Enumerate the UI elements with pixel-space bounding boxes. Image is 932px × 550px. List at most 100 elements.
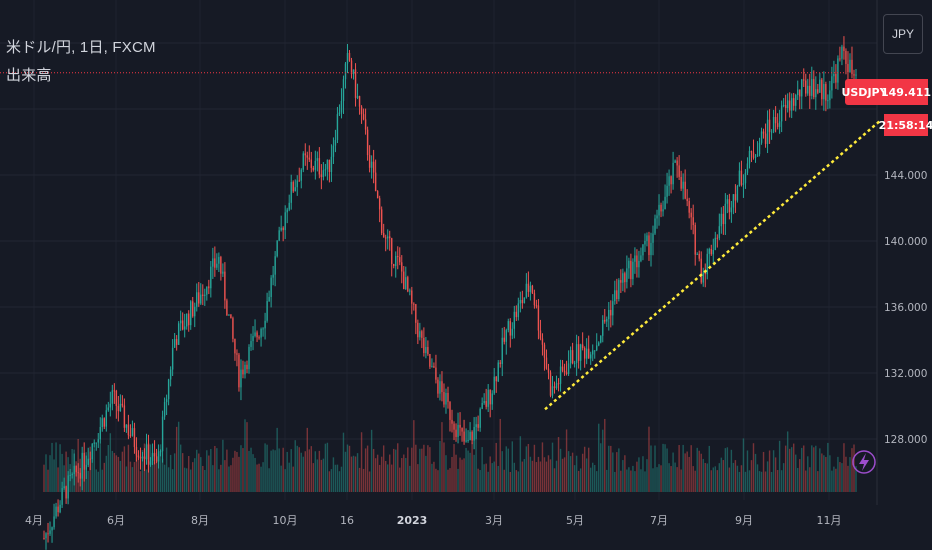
candle-body (790, 98, 793, 111)
volume-bar (95, 469, 97, 492)
candle-body (489, 389, 491, 405)
symbol-badge: USDJPY (841, 79, 888, 105)
price-tick-label: 136.000 (884, 302, 927, 314)
volume-indicator-label[interactable]: 出来高 (6, 67, 52, 84)
volume-bar (125, 466, 128, 492)
candle-body (776, 123, 779, 127)
candle-body (780, 105, 783, 122)
volume-bar (222, 439, 224, 492)
volume-bar (487, 471, 489, 492)
volume-bar (274, 450, 276, 492)
candle-body (389, 236, 391, 239)
candle-body (57, 506, 59, 513)
volume-bar (51, 442, 53, 492)
candle-body (149, 461, 152, 465)
volume-bar (296, 445, 298, 492)
candle-body (533, 293, 536, 306)
candle-body (173, 339, 176, 348)
volume-bar (137, 460, 140, 492)
candle-body (610, 309, 612, 316)
candle-body (672, 162, 674, 185)
candle-body (177, 323, 180, 345)
candle-body (656, 215, 658, 219)
candle-body (594, 350, 596, 352)
candle-body (640, 255, 642, 261)
volume-bar (547, 455, 550, 492)
candle-body (73, 465, 75, 475)
candle-body (95, 442, 97, 444)
volume-bar (754, 453, 757, 492)
volume-bar (135, 455, 138, 492)
volume-bar (300, 452, 302, 492)
price-axis[interactable]: 128.000 132.000 136.000 140.000 144.000 (884, 170, 927, 446)
candle-body (632, 261, 634, 280)
time-tick-label: 10月 (273, 514, 298, 527)
volume-bar (55, 442, 57, 492)
volume-bar (226, 449, 228, 492)
volume-bar (600, 443, 602, 492)
volume-bar (97, 471, 99, 492)
volume-bar (696, 447, 698, 492)
volume-bar (579, 468, 582, 492)
volume-bar (772, 450, 775, 492)
volume-bar (716, 470, 719, 492)
candle-body (179, 320, 182, 324)
candle-body (204, 294, 206, 296)
volume-bar (598, 423, 600, 492)
volume-bar (127, 444, 130, 492)
candle-body (660, 204, 662, 212)
volume-bar (839, 462, 841, 492)
candle-body (847, 63, 849, 73)
volume-bar (481, 447, 483, 492)
candle-body (805, 80, 807, 94)
volume-bar (630, 470, 632, 492)
candle-body (547, 368, 550, 373)
volume-bar (75, 461, 77, 492)
volume-bar (332, 457, 335, 492)
volume-bar (248, 450, 250, 492)
volume-bar (206, 450, 208, 492)
volume-bar (650, 445, 652, 492)
volume-bar (91, 457, 93, 492)
candle-body (439, 381, 441, 394)
volume-bar (853, 444, 855, 492)
candle-body (340, 100, 343, 113)
volume-bar (439, 440, 441, 492)
volume-bar (350, 456, 353, 492)
candle-body (374, 172, 377, 192)
trendline[interactable] (544, 119, 882, 411)
volume-bar (495, 442, 497, 492)
candle-body (756, 154, 759, 157)
candle-body (481, 403, 483, 409)
currency-button[interactable]: JPY (883, 14, 923, 54)
volume-bar (384, 460, 387, 492)
time-tick-label: 6月 (107, 514, 125, 527)
volume-bar (224, 460, 226, 492)
volume-bar (153, 461, 156, 492)
candle-body (606, 319, 608, 322)
volume-bar (831, 470, 833, 492)
volume-bar (368, 471, 371, 492)
volume-bar (686, 451, 688, 492)
candle-body (563, 370, 566, 373)
candle-body (360, 106, 363, 115)
candle-body (350, 60, 353, 75)
lightning-bolt-icon[interactable] (852, 450, 876, 474)
candle-body (362, 114, 365, 120)
candle-body (407, 277, 409, 292)
time-axis[interactable]: 4月 6月 8月 10月 16 2023 3月 5月 7月 9月 11月 (25, 514, 842, 527)
volume-bar (513, 462, 516, 492)
candle-body (222, 271, 224, 274)
volume-bar (732, 462, 735, 492)
volume-bar (817, 471, 819, 492)
candle-body (280, 227, 282, 231)
volume-bar (561, 458, 564, 492)
candle-body (354, 69, 357, 98)
last-price-badge: 149.411 (881, 79, 931, 105)
candle-body (419, 331, 421, 338)
candle-body (320, 174, 323, 177)
candle-body (587, 348, 590, 359)
volume-bar (175, 426, 178, 492)
candle-body (69, 474, 71, 476)
